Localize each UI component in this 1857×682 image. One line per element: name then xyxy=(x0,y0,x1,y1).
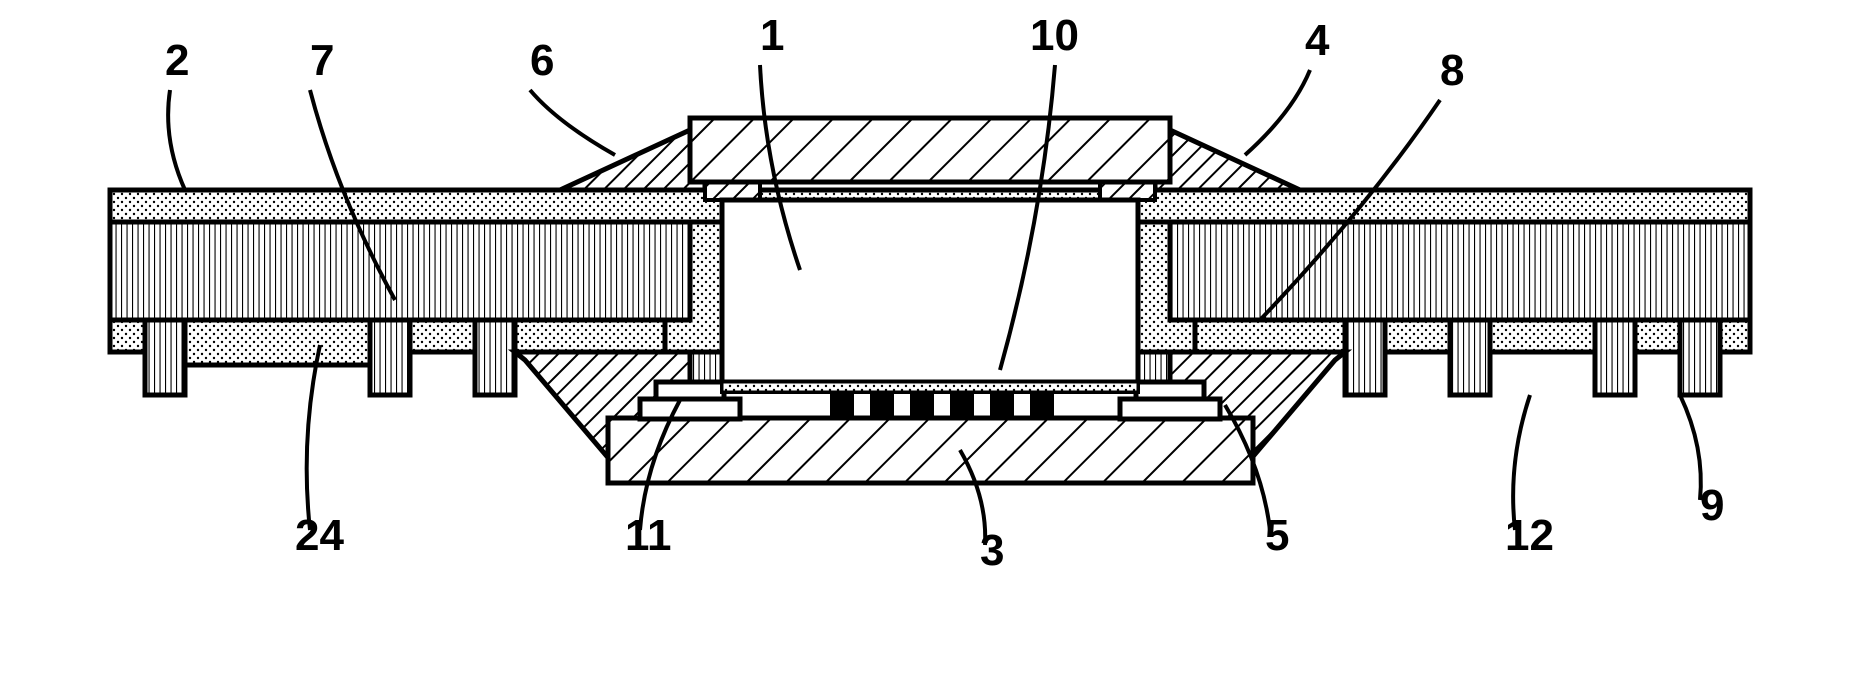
label-9: 9 xyxy=(1700,481,1724,530)
leader-5 xyxy=(1245,70,1310,155)
layer-7-left xyxy=(110,222,722,320)
lid-4 xyxy=(690,118,1170,182)
label-2: 2 xyxy=(165,36,189,85)
leader-12 xyxy=(1680,395,1701,500)
leader-11 xyxy=(1513,395,1530,530)
bumps-10-overlay xyxy=(830,392,1054,419)
layer-7-right xyxy=(1138,222,1750,320)
leg-right-3 xyxy=(1595,320,1635,395)
encap-6-left xyxy=(560,130,705,190)
label-3: 3 xyxy=(980,526,1004,575)
label-24: 24 xyxy=(295,511,344,560)
pad-base-left xyxy=(640,399,740,419)
chip-3 xyxy=(608,418,1253,483)
leg-left-1 xyxy=(145,320,185,395)
leg-right-2 xyxy=(1450,320,1490,395)
label-10: 10 xyxy=(1030,11,1079,60)
label-11: 11 xyxy=(625,511,672,560)
cavity-1 xyxy=(722,200,1138,382)
label-1: 1 xyxy=(760,11,784,60)
leg-right-1 xyxy=(1345,320,1385,395)
bumps-10 xyxy=(830,392,1054,419)
leg-left-3 xyxy=(475,320,515,395)
infill-24 xyxy=(185,320,370,365)
encap-6-right xyxy=(1155,130,1300,190)
pad-base-right xyxy=(1120,399,1220,419)
label-6: 6 xyxy=(530,36,554,85)
leg-right-4 xyxy=(1680,320,1720,395)
label-8: 8 xyxy=(1440,46,1464,95)
leg-left-2 xyxy=(370,320,410,395)
cross-section-diagram: 2 7 6 1 10 4 8 24 11 3 5 12 9 xyxy=(0,0,1857,682)
bump-underlayer-2 xyxy=(722,382,1138,392)
label-12: 12 xyxy=(1505,511,1554,560)
label-4: 4 xyxy=(1305,16,1330,65)
leader-7 xyxy=(307,345,320,530)
leader-2 xyxy=(530,90,615,155)
label-7: 7 xyxy=(310,36,334,85)
label-5: 5 xyxy=(1265,511,1289,560)
leader-0 xyxy=(168,90,185,190)
